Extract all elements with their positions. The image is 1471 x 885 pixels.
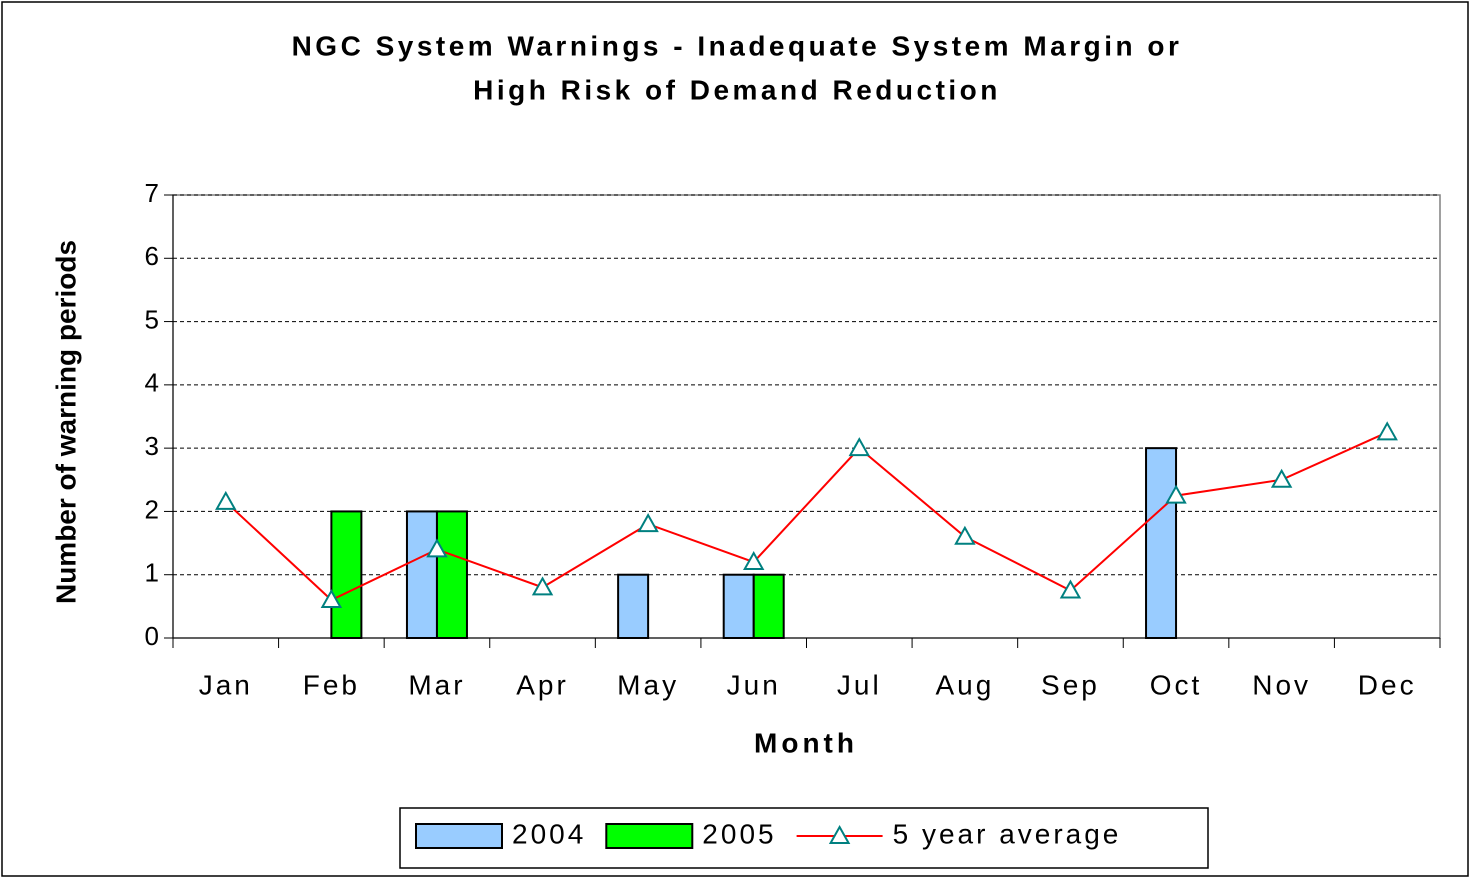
legend-label: 5 year average	[893, 818, 1122, 849]
x-tick-label: Mar	[408, 669, 465, 700]
x-tick-label: Jan	[199, 669, 253, 700]
y-axis-label: Number of warning periods	[50, 240, 81, 604]
legend-swatch	[605, 823, 694, 849]
x-tick-label: May	[617, 669, 679, 700]
x-tick-label: Sep	[1041, 669, 1100, 700]
marker	[1165, 484, 1187, 504]
marker	[742, 551, 765, 571]
x-tick-label: Nov	[1252, 669, 1311, 700]
legend-marker	[828, 824, 851, 844]
marker	[320, 588, 343, 609]
marker	[1059, 579, 1082, 599]
marker	[954, 525, 976, 545]
x-axis-label: Month	[754, 727, 858, 758]
y-tick-label: 7	[145, 178, 159, 208]
bar	[330, 510, 363, 639]
x-tick-label: Feb	[303, 669, 360, 700]
y-tick-label: 5	[145, 304, 159, 334]
x-tick-label: Jul	[837, 669, 882, 700]
bar	[617, 573, 650, 640]
marker	[1270, 468, 1293, 488]
chart-title: High Risk of Demand Reduction	[473, 74, 1001, 105]
y-tick-label: 3	[145, 431, 159, 461]
marker	[426, 538, 448, 558]
marker	[637, 513, 659, 533]
chart-title: NGC System Warnings - Inadequate System …	[292, 30, 1183, 61]
x-tick-label: Apr	[516, 669, 569, 700]
marker	[531, 576, 554, 596]
x-tick-label: Aug	[935, 669, 994, 700]
bar	[1145, 447, 1178, 639]
marker	[848, 437, 871, 457]
legend	[399, 807, 1209, 869]
bar	[435, 510, 468, 639]
marker	[215, 490, 237, 510]
y-tick-label: 6	[145, 241, 159, 271]
y-tick-label: 4	[145, 368, 159, 398]
legend-label: 2005	[702, 818, 776, 849]
bar	[752, 573, 785, 640]
legend-label: 2004	[512, 818, 586, 849]
x-tick-label: Jun	[727, 669, 781, 700]
y-tick-label: 1	[145, 558, 159, 588]
bar	[405, 510, 438, 639]
marker	[1376, 421, 1398, 441]
line	[225, 431, 1388, 602]
x-tick-label: Dec	[1358, 669, 1417, 700]
y-tick-label: 2	[145, 494, 159, 524]
y-tick-label: 0	[145, 621, 159, 651]
x-tick-label: Oct	[1150, 669, 1203, 700]
bar	[722, 573, 755, 640]
legend-swatch	[415, 823, 503, 849]
